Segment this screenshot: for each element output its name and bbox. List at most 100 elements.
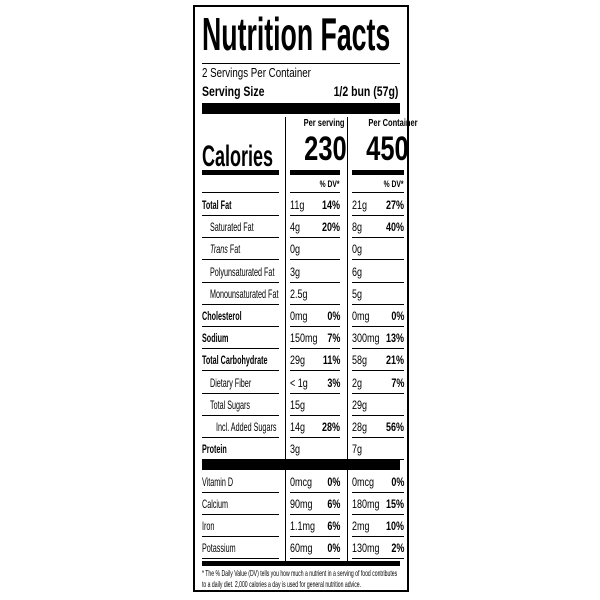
nutrient-row: Cholesterol 0mg 0% 0mg 0% (195, 305, 407, 327)
per-container-cell: 2g 7% (352, 372, 404, 394)
thick-divider (290, 170, 340, 175)
amount-per-serving: 14g (290, 420, 306, 434)
nutrient-label: Total Sugars (210, 397, 251, 412)
footnote: * The % Daily Value (DV) tells you how m… (202, 568, 402, 590)
amount-per-container: 0mg (352, 309, 370, 323)
nutrient-label: Vitamin D (202, 475, 234, 489)
per-serving-cell: 1.1mg 6% (290, 515, 340, 537)
dv-header-text: % DV* (384, 179, 404, 189)
per-serving-cell: < 1g 3% (290, 372, 340, 394)
nutrient-label: Protein (202, 442, 227, 457)
dv-per-serving: 6% (326, 497, 340, 511)
label-title-text: Nutrition Facts (202, 8, 391, 60)
amount-per-container: 0mcg (352, 475, 375, 489)
per-container-cell: 5g (352, 283, 404, 305)
per-serving-cell: 0mcg 0% (290, 471, 340, 493)
label-cell: Saturated Fat (202, 216, 279, 239)
thick-divider (202, 170, 279, 175)
label-cell: Total Carbohydrate (202, 349, 279, 372)
per-container-label: Per Container (352, 118, 417, 129)
per-serving-label: Per serving (290, 118, 345, 129)
serving-size-value-text: 1/2 bun (57g) (333, 83, 398, 99)
dv-header-serving: % DV* (290, 179, 340, 190)
nutrient-label: Saturated Fat (210, 220, 254, 235)
dv-per-serving: 0% (326, 475, 340, 489)
amount-per-serving: 3g (290, 442, 301, 457)
dv-per-serving: 20% (321, 220, 340, 235)
nutrient-row: Total Sugars 15g 29g (195, 394, 407, 416)
nutrient-row: Iron 1.1mg 6% 2mg 10% (195, 515, 407, 537)
label-cell: Polyunsaturated Fat (202, 261, 279, 283)
amount-per-serving: 60mg (290, 541, 313, 555)
nutrient-row: Incl. Added Sugars 14g 28% 28g 56% (195, 416, 407, 438)
per-serving-cell: 0mg 0% (290, 305, 340, 327)
nutrient-row: Total Fat 11g 14% 21g 27% (195, 194, 407, 216)
per-container-cell: 21g 27% (352, 194, 404, 216)
per-container-cell: 0mcg 0% (352, 471, 404, 493)
label-cell: Incl. Added Sugars (202, 416, 279, 438)
label-cell: Protein (202, 438, 279, 461)
dv-per-container: 0% (390, 475, 404, 489)
nutrient-label: Cholesterol (202, 309, 242, 323)
nutrient-label: Total Carbohydrate (202, 353, 268, 368)
per-container-cell: 29g (352, 394, 404, 416)
amount-per-serving: 0mcg (290, 475, 313, 489)
nutrition-facts-label: Nutrition Facts 2 Servings Per Container… (193, 5, 418, 592)
serving-size-label-text: Serving Size (202, 83, 265, 99)
dv-header-text: % DV* (320, 179, 340, 189)
per-container-cell: 0mg 0% (352, 305, 404, 327)
thick-divider (202, 561, 400, 566)
serving-size-label: Serving Size (202, 83, 285, 100)
amount-per-serving: 0g (290, 242, 301, 257)
dv-per-container: 40% (385, 220, 404, 235)
nutrient-label: Total Fat (202, 198, 232, 212)
per-container-cell: 2mg 10% (352, 515, 404, 537)
per-container-cell: 180mg 15% (352, 493, 404, 515)
dv-per-container: 10% (385, 519, 404, 533)
thick-divider (202, 103, 400, 114)
per-serving-cell: 60mg 0% (290, 537, 340, 559)
amount-per-container: 8g (352, 220, 363, 235)
per-serving-text: Per serving (303, 118, 345, 129)
nutrient-label: Calcium (202, 497, 229, 511)
amount-per-container: 28g (352, 420, 368, 434)
dv-header-container: % DV* (352, 179, 404, 190)
per-serving-cell: 15g (290, 394, 340, 416)
label-cell: Iron (202, 515, 279, 537)
amount-per-container: 21g (352, 198, 368, 212)
amount-per-serving: 15g (290, 397, 306, 412)
nutrient-row: Polyunsaturated Fat 3g 6g (195, 261, 407, 283)
nutrient-label: Potassium (202, 541, 236, 555)
per-serving-cell: 3g (290, 261, 340, 283)
per-container-cell: 6g (352, 261, 404, 283)
per-serving-cell: 11g 14% (290, 194, 340, 216)
per-serving-cell: 3g (290, 438, 340, 461)
per-serving-cell: 4g 20% (290, 216, 340, 239)
dv-per-serving: 6% (326, 519, 340, 533)
per-container-text: Per Container (368, 118, 418, 129)
divider (202, 192, 279, 193)
nutrient-label: Trans Fat (210, 242, 241, 257)
nutrient-label-italic: Trans (210, 242, 228, 257)
label-cell: Total Sugars (202, 394, 279, 416)
per-container-cell: 130mg 2% (352, 537, 404, 559)
per-container-cell: 58g 21% (352, 349, 404, 372)
per-serving-cell: 14g 28% (290, 416, 340, 438)
divider (290, 192, 340, 193)
amount-per-serving: 11g (290, 198, 305, 212)
thick-divider (202, 459, 400, 470)
label-cell: Monounsaturated Fat (202, 283, 279, 305)
amount-per-serving: 150mg (290, 331, 318, 346)
label-cell: Sodium (202, 327, 279, 350)
calories-label-text: Calories (202, 140, 274, 173)
dv-per-container: 21% (385, 353, 404, 368)
amount-per-serving: 3g (290, 264, 301, 279)
dv-per-container: 56% (385, 420, 404, 434)
label-cell: Potassium (202, 537, 279, 559)
amount-per-container: 6g (352, 264, 363, 279)
nutrient-label: Incl. Added Sugars (216, 420, 277, 434)
servings-text: 2 Servings Per Container (202, 65, 311, 80)
per-serving-cell: 29g 11% (290, 349, 340, 372)
nutrient-row: Dietary Fiber < 1g 3% 2g 7% (195, 372, 407, 394)
dv-per-serving: 7% (326, 331, 340, 346)
